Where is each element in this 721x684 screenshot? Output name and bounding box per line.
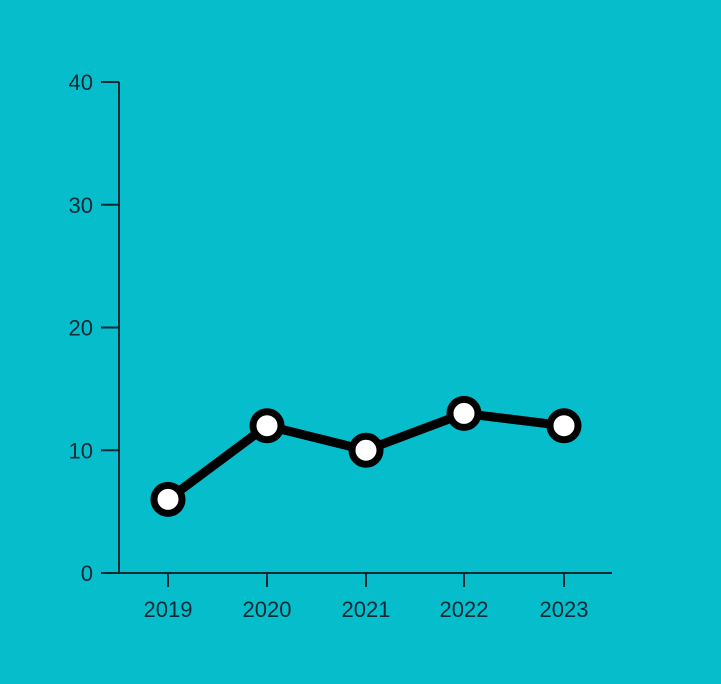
- data-point: [546, 408, 582, 444]
- y-tick-label: 30: [69, 193, 93, 218]
- y-tick-label: 0: [81, 561, 93, 586]
- series: [150, 395, 582, 517]
- data-point: [249, 408, 285, 444]
- y-tick-label: 10: [69, 438, 93, 463]
- data-point: [150, 481, 186, 517]
- x-axis: 2019 2020 2021 2022 2023: [119, 572, 612, 622]
- y-tick-label: 40: [69, 70, 93, 95]
- x-tick-label: 2019: [144, 597, 193, 622]
- x-tick-label: 2022: [440, 597, 489, 622]
- data-point: [348, 432, 384, 468]
- y-axis: 0 10 20 30 40: [69, 70, 120, 586]
- data-point: [446, 395, 482, 431]
- x-tick-label: 2021: [342, 597, 391, 622]
- x-tick-label: 2020: [243, 597, 292, 622]
- y-tick-label: 20: [69, 316, 93, 341]
- x-tick-label: 2023: [540, 597, 589, 622]
